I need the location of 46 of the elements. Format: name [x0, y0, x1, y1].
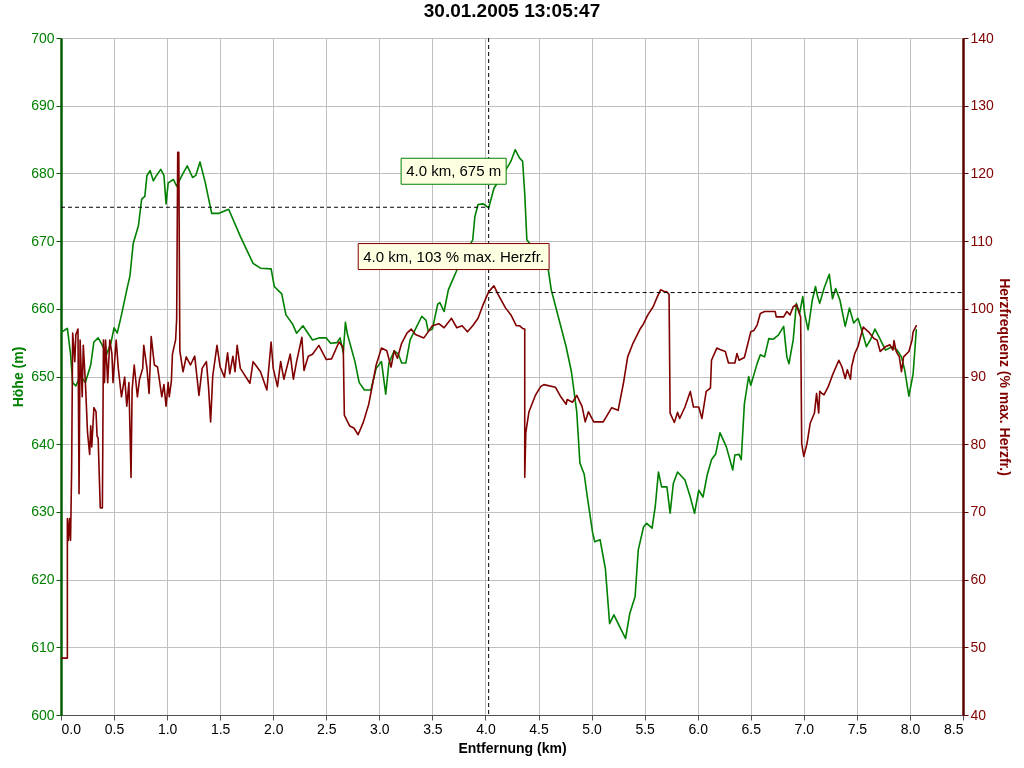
y2-tick-label: 100 [970, 300, 995, 317]
y-tick-label: 700 [31, 29, 55, 46]
y-tick-label: 630 [31, 503, 55, 520]
y2-tick-label: 110 [970, 232, 994, 249]
y-tick-label: 650 [31, 368, 55, 384]
x-tick-label: 0.5 [104, 720, 125, 737]
y-tick-label: 660 [31, 300, 55, 317]
y2-tick-label: 90 [970, 368, 987, 384]
x-tick-label: 6.0 [688, 720, 709, 737]
y2-tick-label: 50 [970, 638, 987, 655]
y-tick-label: 680 [31, 164, 55, 181]
y-tick-label: 670 [31, 232, 55, 249]
x-tick-label: 0.0 [61, 720, 82, 737]
annotation: 4.0 km, 675 m [406, 162, 502, 180]
y-tick-label: 610 [31, 638, 55, 655]
y2-tick-label: 40 [970, 706, 987, 723]
x-tick-label: 7.5 [847, 720, 868, 737]
x-tick-label: 4.5 [529, 720, 549, 737]
x-tick-label: 2.0 [264, 720, 284, 737]
y2-tick-label: 140 [970, 29, 995, 46]
x-tick-label: 5.5 [635, 720, 656, 737]
y2-axis-title: Herzfrequenz (% max. Herzfr.) [996, 278, 1013, 476]
y-axis-title: Höhe (m) [10, 346, 27, 408]
y2-tick-label: 80 [970, 435, 987, 452]
chart-title: 30.01.2005 13:05:47 [423, 0, 601, 21]
x-tick-label: 8.5 [944, 720, 964, 737]
annotation: 4.0 km, 103 % max. Herzfr. [363, 247, 545, 265]
y-tick-label: 640 [31, 435, 55, 452]
y2-tick-label: 70 [970, 503, 987, 520]
y-tick-label: 690 [31, 97, 55, 114]
x-tick-label: 5.0 [582, 720, 603, 737]
x-tick-label: 8.0 [900, 720, 921, 737]
x-tick-label: 1.5 [210, 720, 231, 737]
y2-tick-label: 60 [970, 571, 987, 588]
x-tick-label: 7.0 [794, 720, 815, 737]
y-tick-label: 620 [31, 571, 55, 588]
x-tick-label: 3.5 [423, 720, 443, 737]
x-tick-label: 6.5 [741, 720, 762, 737]
x-tick-label: 4.0 [476, 720, 496, 737]
y2-tick-label: 130 [970, 97, 995, 114]
x-tick-label: 3.0 [370, 720, 390, 737]
y2-tick-label: 120 [970, 164, 995, 181]
x-axis-title: Entfernung (km) [458, 739, 567, 756]
y-tick-label: 600 [31, 706, 55, 723]
x-tick-label: 1.0 [157, 720, 178, 737]
x-tick-label: 2.5 [317, 720, 337, 737]
